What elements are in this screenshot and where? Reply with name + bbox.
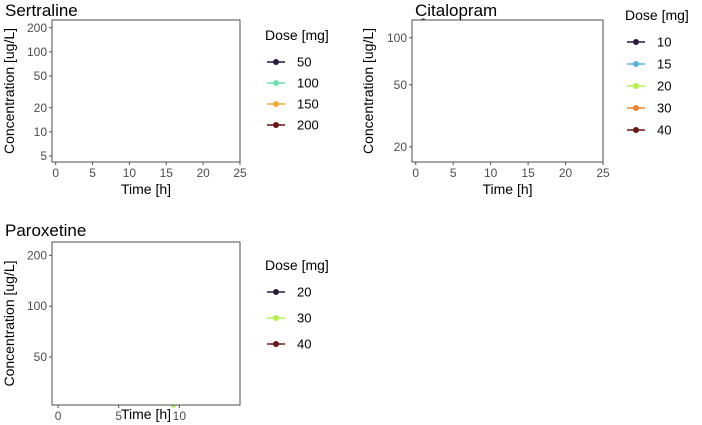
citalopram-panel: 0 5 10 15 20 25 20 50 100 Citalopram Time [h] Conce… bbox=[360, 1, 689, 197]
citalopram-legend-label: 10 bbox=[657, 35, 671, 50]
paroxetine-legend-label: 30 bbox=[297, 311, 311, 326]
sertraline-legend-key-point bbox=[273, 59, 279, 65]
citalopram-chart-title: Citalopram bbox=[415, 1, 497, 20]
paroxetine-legend-label: 20 bbox=[297, 285, 311, 300]
sertraline-x-tick-label: 0 bbox=[52, 166, 59, 180]
sertraline-y-tick-label: 5 bbox=[40, 149, 47, 163]
paroxetine-legend-key-point bbox=[273, 341, 279, 347]
citalopram-x-tick-label: 5 bbox=[450, 166, 457, 180]
paroxetine-x-tick-label: 10 bbox=[173, 409, 187, 423]
paroxetine-y-axis-label: Concentration [ug/L] bbox=[1, 260, 17, 386]
citalopram-legend-key-point bbox=[633, 61, 639, 67]
paroxetine-panel-border bbox=[51, 241, 241, 406]
sertraline-y-tick-label: 10 bbox=[34, 125, 48, 139]
paroxetine-legend-key-point bbox=[273, 315, 279, 321]
paroxetine-x-tick-label: 5 bbox=[115, 409, 122, 423]
citalopram-panel-border bbox=[411, 19, 604, 163]
citalopram-legend-key-point bbox=[633, 127, 639, 133]
citalopram-legend-label: 20 bbox=[657, 79, 671, 94]
sertraline-legend-label: 50 bbox=[297, 55, 311, 70]
sertraline-legend-label: 200 bbox=[297, 118, 319, 133]
citalopram-legend-label: 15 bbox=[657, 57, 671, 72]
sertraline-x-tick-label: 25 bbox=[233, 166, 247, 180]
paroxetine-legend: Dose [mg] 20 30 40 bbox=[265, 257, 329, 352]
paroxetine-y-tick-label: 200 bbox=[27, 248, 47, 262]
paroxetine-x-axis-label: Time [h] bbox=[121, 406, 171, 422]
citalopram-x-tick-label: 10 bbox=[484, 166, 498, 180]
citalopram-legend-key-point bbox=[633, 39, 639, 45]
sertraline-legend-key-point bbox=[273, 101, 279, 107]
paroxetine-y-tick-label: 100 bbox=[27, 299, 47, 313]
sertraline-legend-key-point bbox=[273, 122, 279, 128]
sertraline-x-tick-label: 15 bbox=[160, 166, 174, 180]
sertraline-x-axis-label: Time [h] bbox=[121, 181, 171, 197]
citalopram-legend-label: 40 bbox=[657, 123, 671, 138]
citalopram-legend-key-point bbox=[633, 83, 639, 89]
paroxetine-panel: 0 5 10 50 100 200 Paroxetine Time [h] Concentrat… bbox=[1, 221, 329, 423]
sertraline-chart-title: Sertraline bbox=[5, 1, 78, 20]
sertraline-legend-key-point bbox=[273, 80, 279, 86]
citalopram-legend: Dose [mg] 10 15 20 30 40 bbox=[625, 7, 689, 138]
citalopram-x-tick-label: 25 bbox=[596, 166, 610, 180]
citalopram-y-tick-label: 100 bbox=[387, 31, 407, 45]
sertraline-panel-border bbox=[51, 19, 241, 163]
sertraline-y-tick-label: 20 bbox=[34, 101, 48, 115]
sertraline-y-tick-label: 100 bbox=[27, 45, 47, 59]
paroxetine-y-tick-label: 50 bbox=[34, 350, 48, 364]
citalopram-y-axis-label: Concentration [ug/L] bbox=[360, 28, 376, 154]
sertraline-y-axis-label: Concentration [ug/L] bbox=[1, 28, 17, 154]
sertraline-y-tick-label: 200 bbox=[27, 21, 47, 35]
sertraline-x-tick-label: 20 bbox=[196, 166, 210, 180]
sertraline-x-tick-label: 5 bbox=[89, 166, 96, 180]
citalopram-legend-label: 30 bbox=[657, 101, 671, 116]
citalopram-x-axis-label: Time [h] bbox=[482, 181, 532, 197]
sertraline-legend: Dose [mg] 50 100 150 200 bbox=[265, 27, 329, 133]
citalopram-legend-key-point bbox=[633, 105, 639, 111]
sertraline-y-tick-label: 50 bbox=[34, 69, 48, 83]
sertraline-x-tick-label: 10 bbox=[123, 166, 137, 180]
paroxetine-legend-key-point bbox=[273, 289, 279, 295]
citalopram-y-tick-label: 20 bbox=[394, 140, 408, 154]
citalopram-y-tick-label: 50 bbox=[394, 78, 408, 92]
paroxetine-x-tick-label: 0 bbox=[55, 409, 62, 423]
citalopram-legend-title: Dose [mg] bbox=[625, 7, 689, 23]
sertraline-legend-title: Dose [mg] bbox=[265, 27, 329, 43]
citalopram-x-tick-label: 15 bbox=[521, 166, 535, 180]
sertraline-legend-label: 100 bbox=[297, 76, 319, 91]
paroxetine-legend-label: 40 bbox=[297, 337, 311, 352]
sertraline-legend-label: 150 bbox=[297, 97, 319, 112]
citalopram-x-tick-label: 20 bbox=[559, 166, 573, 180]
paroxetine-legend-title: Dose [mg] bbox=[265, 257, 329, 273]
citalopram-x-tick-label: 0 bbox=[412, 166, 419, 180]
paroxetine-chart-title: Paroxetine bbox=[5, 221, 86, 240]
